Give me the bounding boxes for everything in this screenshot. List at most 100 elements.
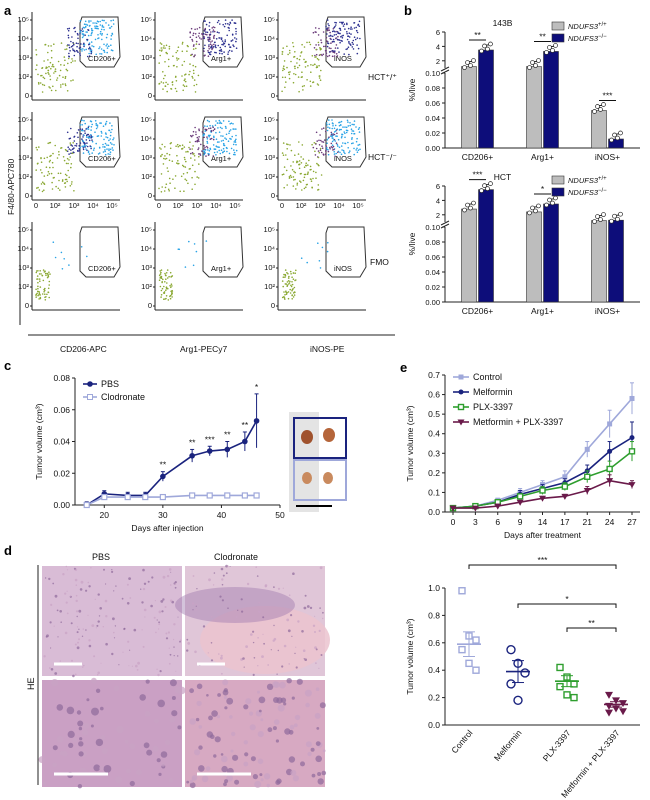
data-point xyxy=(536,58,541,63)
data-point xyxy=(533,63,538,68)
flow-event xyxy=(342,126,344,128)
flow-event xyxy=(203,50,205,52)
flow-event xyxy=(96,27,98,30)
histology-nucleus xyxy=(126,583,129,586)
histology-nucleus xyxy=(78,726,83,731)
flow-event xyxy=(229,123,231,125)
flow-event xyxy=(165,272,168,274)
histology-nucleus xyxy=(82,666,84,668)
histology-nucleus xyxy=(221,672,223,675)
flow-event xyxy=(218,52,221,55)
flow-event xyxy=(45,72,47,75)
flow-event xyxy=(192,45,195,47)
flow-event xyxy=(351,28,353,30)
flow-event xyxy=(190,54,192,56)
flow-event xyxy=(329,37,332,40)
histology-nucleus xyxy=(170,571,172,573)
histology-nucleus xyxy=(256,575,259,577)
flow-event xyxy=(224,137,226,139)
histology-nucleus xyxy=(171,600,174,604)
flow-event xyxy=(189,63,191,65)
flow-event xyxy=(354,38,357,41)
flow-event xyxy=(282,47,285,49)
flow-event xyxy=(201,131,204,133)
flow-event xyxy=(281,76,284,79)
flow-event xyxy=(284,269,287,271)
flow-event xyxy=(37,294,39,297)
flow-event xyxy=(325,122,328,124)
x-tick-label: 3 xyxy=(473,517,478,527)
histology-nucleus xyxy=(287,629,291,633)
histology-nucleus xyxy=(224,706,228,710)
flow-event xyxy=(73,27,75,30)
flow-event xyxy=(49,75,51,77)
histology-nucleus xyxy=(153,718,159,724)
flow-event xyxy=(227,23,229,25)
flow-event xyxy=(228,49,231,52)
histology-nucleus xyxy=(169,716,176,723)
flow-event xyxy=(339,32,341,35)
flow-plot-y-tick-label: 10⁵ xyxy=(18,225,29,234)
flow-event xyxy=(346,119,349,122)
chart-b-hct: HCT%/live2460.000.020.040.060.080.10CD20… xyxy=(407,170,640,316)
flow-event xyxy=(224,45,226,48)
flow-event xyxy=(79,54,81,57)
flow-event xyxy=(218,32,220,34)
flow-event xyxy=(183,146,186,148)
histology-nucleus xyxy=(264,584,268,587)
histology-nucleus xyxy=(291,635,293,638)
flow-event xyxy=(176,143,179,146)
flow-plot-y-tick-label: 10⁵ xyxy=(264,225,275,234)
flow-event xyxy=(110,34,113,37)
data-point xyxy=(530,205,535,211)
flow-event xyxy=(322,154,325,156)
flow-event xyxy=(330,131,333,134)
flow-event xyxy=(219,46,222,49)
flow-event xyxy=(37,285,39,288)
flow-event xyxy=(60,86,62,88)
flow-event xyxy=(104,132,107,134)
flow-event xyxy=(208,45,210,48)
flow-event xyxy=(229,137,231,140)
flow-event xyxy=(83,144,86,146)
flow-event xyxy=(192,32,195,35)
flow-event xyxy=(57,187,60,190)
flow-event xyxy=(57,60,60,63)
flow-event xyxy=(102,143,104,146)
flow-event xyxy=(39,297,42,300)
flow-event xyxy=(96,25,99,28)
flow-event xyxy=(82,136,84,138)
flow-event xyxy=(285,169,288,172)
flow-event xyxy=(333,55,336,57)
flow-event xyxy=(42,76,45,79)
flow-event xyxy=(78,150,81,152)
flow-event xyxy=(227,26,230,29)
histology-nucleus xyxy=(257,637,259,639)
flow-event xyxy=(285,290,287,293)
flow-event xyxy=(88,153,91,155)
flow-event xyxy=(193,79,196,81)
flow-event xyxy=(41,83,44,86)
flow-event xyxy=(99,20,101,23)
histology-nucleus xyxy=(294,714,301,721)
flow-event xyxy=(109,153,111,156)
flow-event xyxy=(218,141,220,143)
histology-nucleus xyxy=(99,765,104,771)
flow-event xyxy=(84,25,87,28)
flow-event xyxy=(177,160,179,162)
flow-event xyxy=(50,172,53,175)
histology-nucleus xyxy=(103,765,112,773)
histology-nucleus xyxy=(50,603,53,607)
flow-event xyxy=(217,19,220,22)
histology-nucleus xyxy=(195,603,198,606)
flow-event xyxy=(46,156,48,159)
flow-plot-y-tick-label: 10⁴ xyxy=(263,134,275,143)
histology-nucleus xyxy=(279,681,286,689)
flow-event xyxy=(223,42,226,45)
flow-event xyxy=(163,157,165,160)
flow-event xyxy=(209,148,212,150)
flow-event xyxy=(344,132,346,135)
histology-nucleus xyxy=(272,681,279,688)
flow-event xyxy=(199,153,201,155)
